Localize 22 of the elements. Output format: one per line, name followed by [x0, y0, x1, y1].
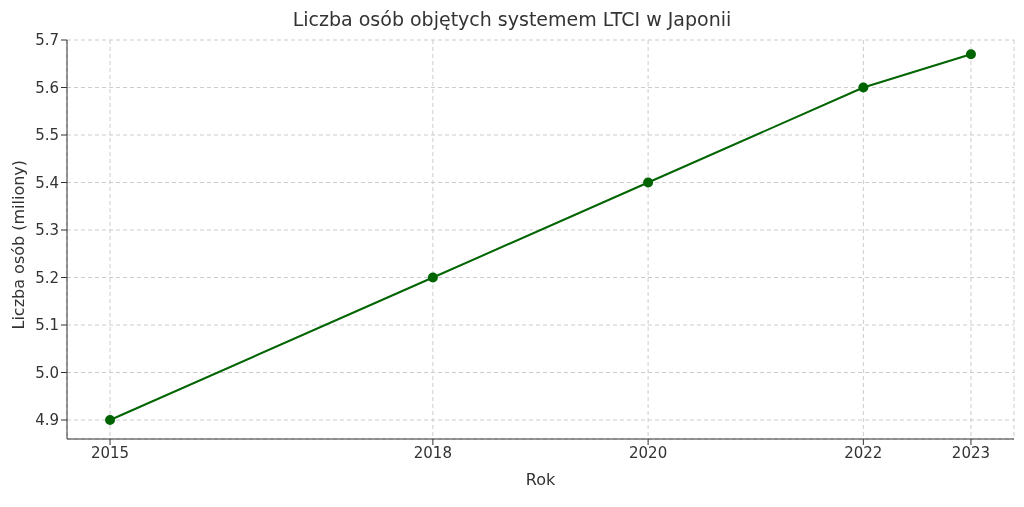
- point: [965, 49, 976, 60]
- y-tick-label: 5.6: [35, 78, 59, 97]
- x-tick-label: 2018: [413, 443, 452, 462]
- x-tick-label: 2020: [629, 443, 668, 462]
- y-tick-label: 5.0: [35, 363, 59, 382]
- y-tick-label: 5.3: [35, 221, 59, 240]
- y-tick-label: 5.7: [35, 31, 59, 50]
- x-tick-label: 2022: [844, 443, 883, 462]
- y-tick-label: 5.1: [35, 316, 59, 335]
- x-tick-label: 2023: [951, 443, 991, 462]
- x-tick-label: 2015: [90, 443, 130, 462]
- point: [427, 272, 438, 283]
- y-tick-label: 5.2: [35, 268, 59, 287]
- y-tick-label: 4.9: [35, 411, 59, 430]
- y-axis-title: Liczba osób (miliony): [8, 159, 28, 330]
- y-tick-label: 5.4: [35, 173, 59, 192]
- x-axis-title: Rok: [525, 470, 556, 489]
- y-tick-label: 5.5: [35, 126, 59, 145]
- chart-title: Liczba osób objętych systemem LTCI w Japonii: [291, 8, 733, 30]
- point: [643, 177, 654, 188]
- point: [105, 415, 116, 425]
- point: [858, 82, 869, 93]
